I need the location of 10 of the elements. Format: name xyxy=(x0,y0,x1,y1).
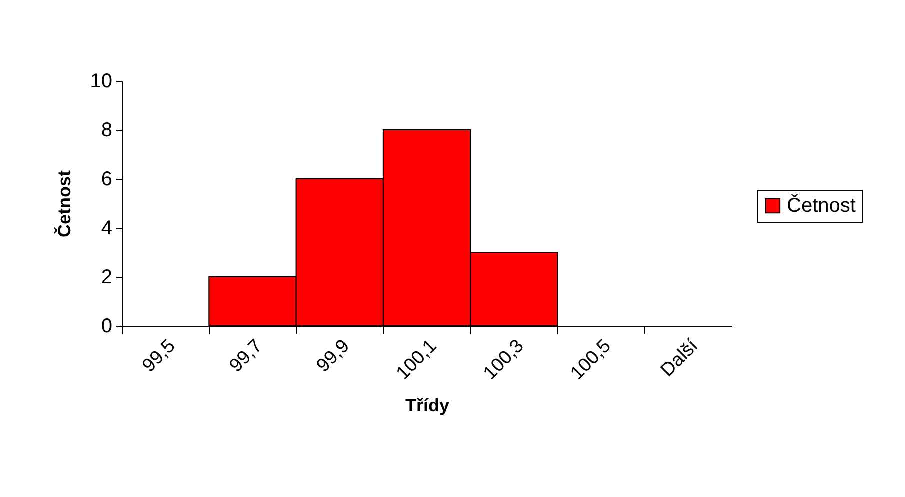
x-tick-label: 99,9 xyxy=(313,336,354,377)
y-tick-label: 2 xyxy=(101,266,112,288)
y-tick-label: 4 xyxy=(101,218,112,240)
y-axis-title: Četnost xyxy=(53,170,74,238)
y-tick-label: 10 xyxy=(90,70,112,92)
x-axis-title: Třídy xyxy=(405,396,450,416)
legend-label: Četnost xyxy=(787,194,856,217)
y-tick-label: 8 xyxy=(101,120,112,142)
y-tick-label: 0 xyxy=(101,316,112,338)
y-tick-label: 6 xyxy=(101,168,112,190)
